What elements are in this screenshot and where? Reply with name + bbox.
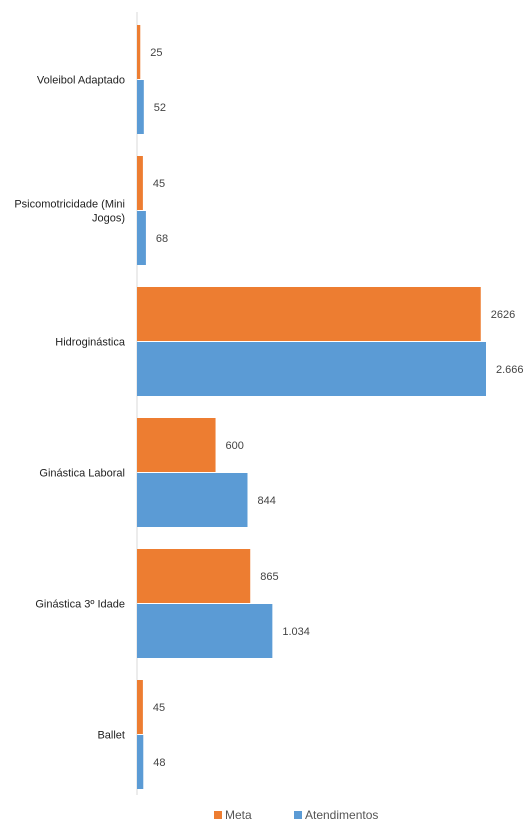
bar-meta-ginastica-3-idade xyxy=(137,549,251,603)
category-label-ballet: Ballet xyxy=(97,730,125,742)
bars xyxy=(137,25,486,789)
value-label-atendimentos-voleibol-adaptado: 52 xyxy=(154,102,166,114)
value-label-meta-ginastica-3-idade: 865 xyxy=(260,571,278,583)
category-label-hidroginastica: Hidroginástica xyxy=(55,337,126,349)
value-label-atendimentos-ballet: 48 xyxy=(153,757,165,769)
legend-label-meta: Meta xyxy=(225,808,252,822)
bar-meta-psicomotricidade-mini-jogos xyxy=(137,156,143,210)
bar-atendimentos-ginastica-3-idade xyxy=(137,604,273,658)
legend-label-atendimentos: Atendimentos xyxy=(305,808,378,822)
value-label-atendimentos-hidroginastica: 2.666 xyxy=(496,364,524,376)
legend-swatch-atendimentos xyxy=(294,811,302,819)
category-label-ginastica-laboral: Ginástica Laboral xyxy=(39,468,125,480)
bar-atendimentos-psicomotricidade-mini-jogos xyxy=(137,211,146,265)
bar-atendimentos-ballet xyxy=(137,735,144,789)
bar-meta-voleibol-adaptado xyxy=(137,25,141,79)
category-label-voleibol-adaptado: Voleibol Adaptado xyxy=(37,75,125,87)
value-label-meta-ginastica-laboral: 600 xyxy=(226,440,244,452)
bar-atendimentos-ginastica-laboral xyxy=(137,473,248,527)
category-labels: Voleibol Adaptado Psicomotricidade (Mini J… xyxy=(14,75,126,742)
value-label-atendimentos-ginastica-3-idade: 1.034 xyxy=(282,626,310,638)
value-label-atendimentos-psicomotricidade-mini-jogos: 68 xyxy=(156,233,168,245)
legend: Meta Atendimentos xyxy=(214,808,378,822)
value-label-meta-hidroginastica: 2626 xyxy=(491,309,515,321)
bar-meta-hidroginastica xyxy=(137,287,481,341)
bar-meta-ginastica-laboral xyxy=(137,418,216,472)
category-label-ginastica-3-idade: Ginástica 3º Idade xyxy=(35,599,125,611)
value-labels: 25 52 45 68 2626 2.666 600 844 865 1.034 45 48 xyxy=(150,47,523,769)
bar-meta-ballet xyxy=(137,680,143,734)
category-label-psicomotricidade-mini-jogos-line-2: Jogos) xyxy=(92,213,125,225)
legend-swatch-meta xyxy=(214,811,222,819)
value-label-meta-psicomotricidade-mini-jogos: 45 xyxy=(153,178,165,190)
bar-atendimentos-hidroginastica xyxy=(137,342,486,396)
category-label-psicomotricidade-mini-jogos-line-1: Psicomotricidade (Mini xyxy=(14,199,125,211)
value-label-meta-voleibol-adaptado: 25 xyxy=(150,47,162,59)
value-label-atendimentos-ginastica-laboral: 844 xyxy=(257,495,275,507)
bar-atendimentos-voleibol-adaptado xyxy=(137,80,144,134)
value-label-meta-ballet: 45 xyxy=(153,702,165,714)
